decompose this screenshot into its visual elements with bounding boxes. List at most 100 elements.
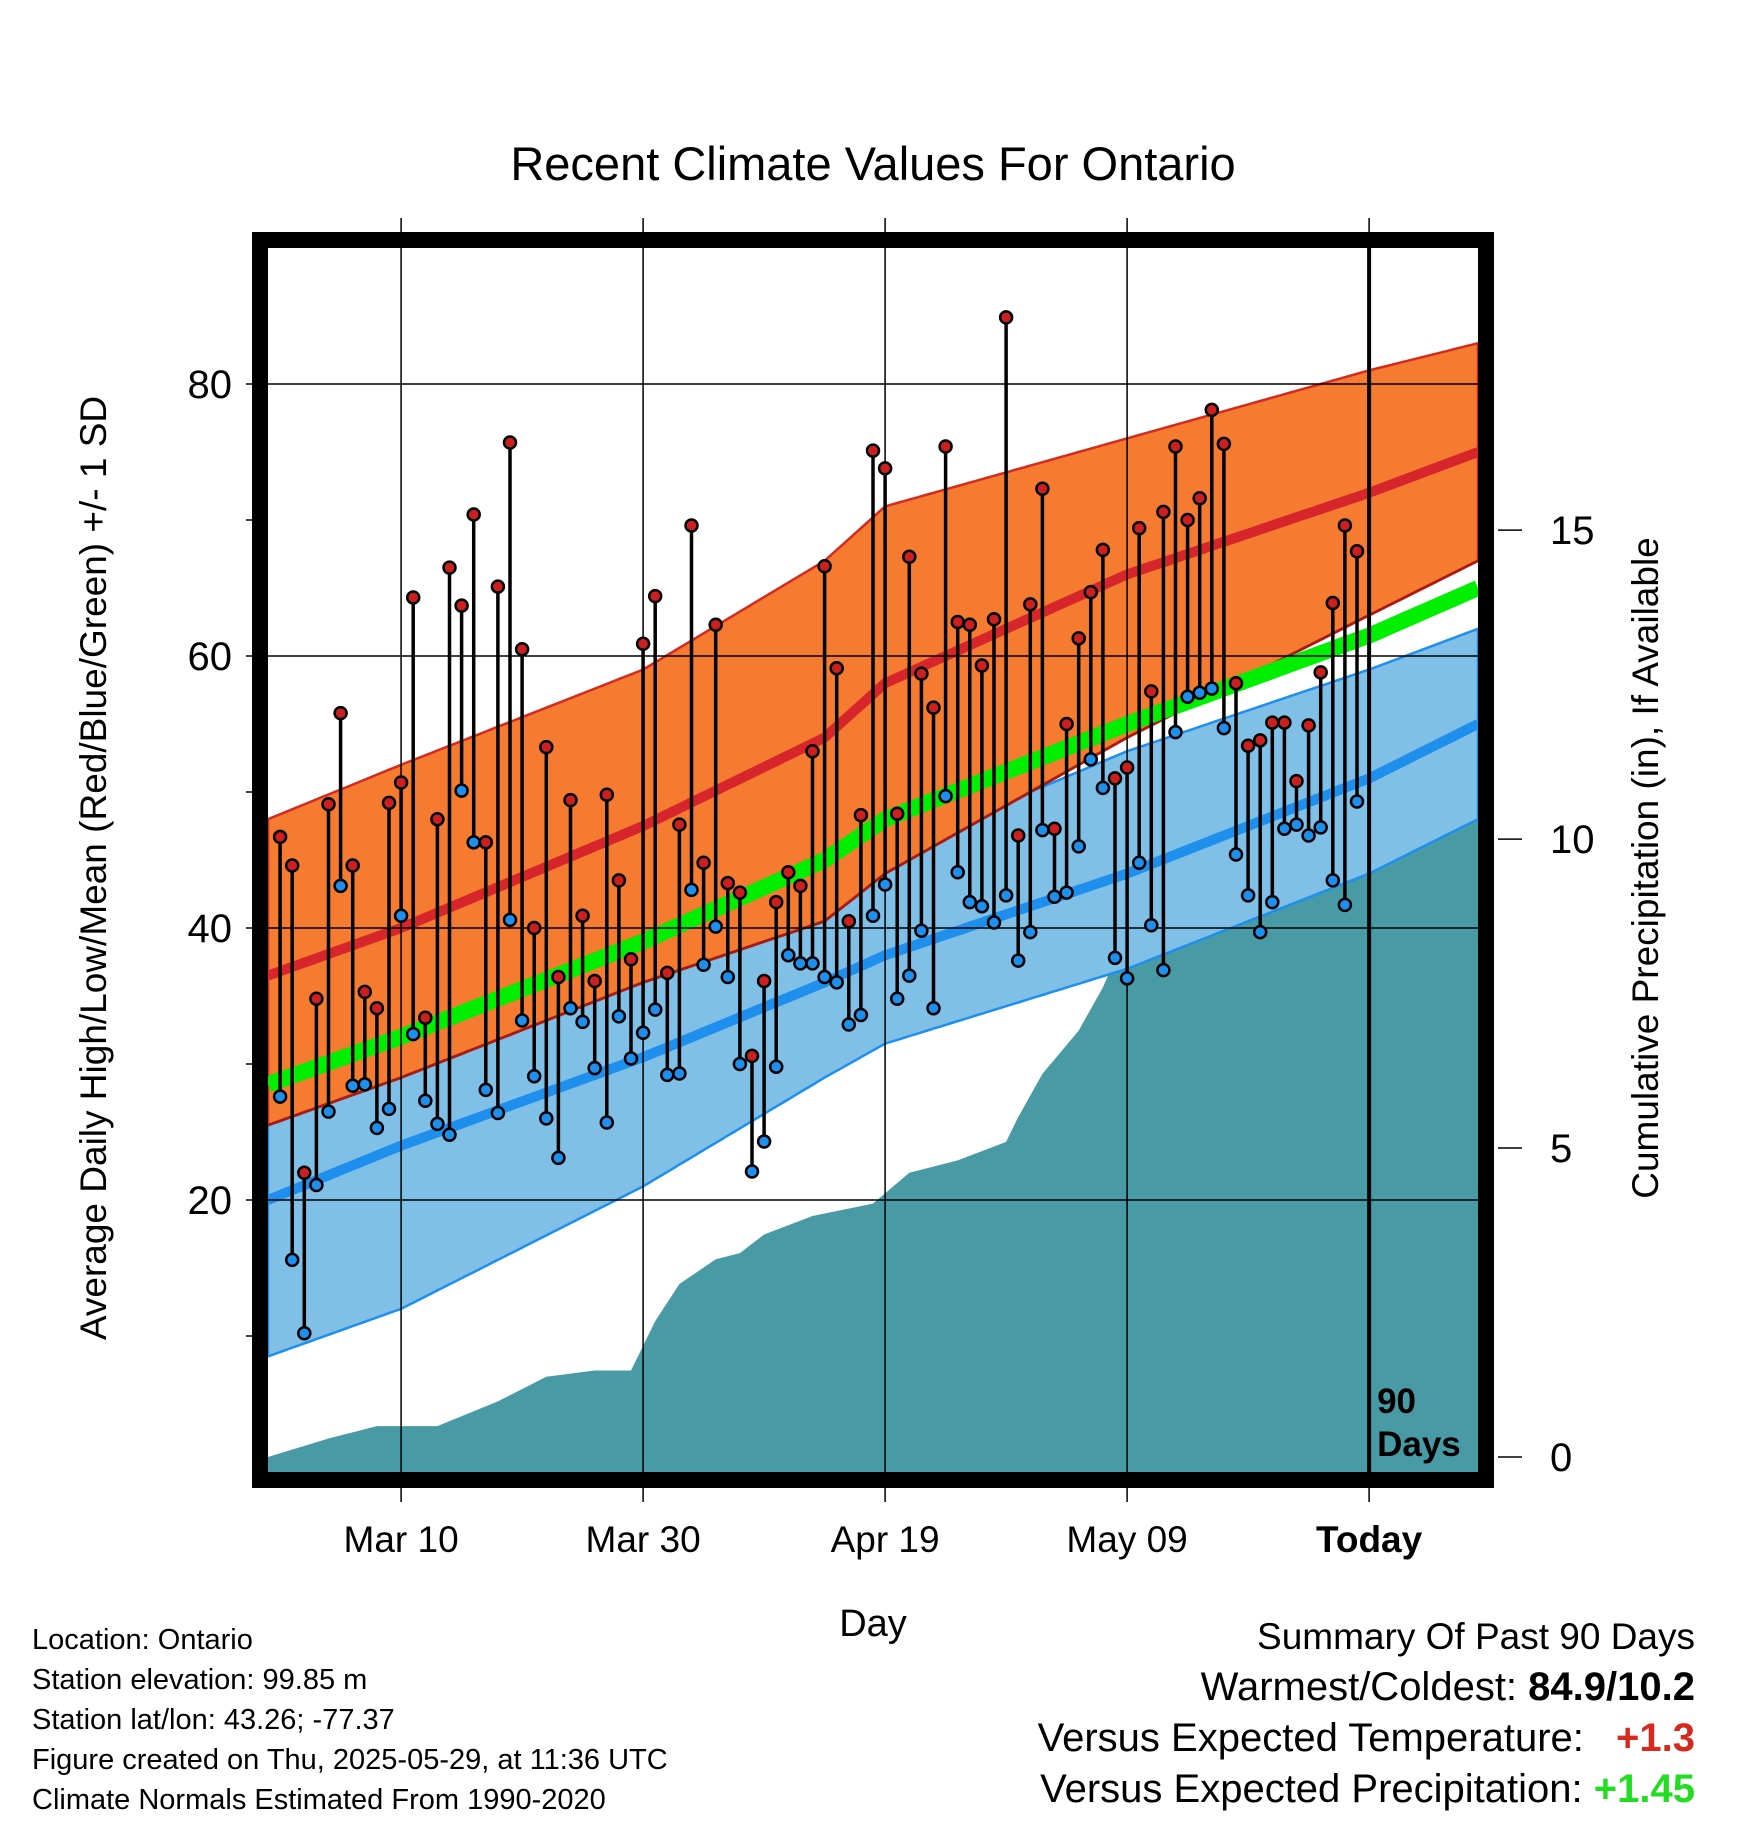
daily-low-point bbox=[405, 1026, 421, 1042]
daily-high-point bbox=[478, 835, 494, 850]
daily-low-point bbox=[635, 1025, 651, 1040]
daily-low-point bbox=[1192, 685, 1207, 700]
daily-high-point bbox=[454, 598, 469, 613]
daily-high-point bbox=[1240, 738, 1256, 754]
daily-high-point bbox=[902, 549, 917, 564]
daily-low-point bbox=[781, 947, 796, 963]
daily-high-point bbox=[841, 913, 857, 929]
daily-low-point bbox=[889, 991, 905, 1006]
daily-low-point bbox=[793, 956, 808, 971]
daily-low-point bbox=[841, 1017, 857, 1032]
daily-high-point bbox=[962, 617, 978, 632]
daily-high-point bbox=[587, 973, 602, 989]
daily-low-point bbox=[962, 894, 978, 910]
x-tick-label: May 09 bbox=[1066, 1519, 1187, 1560]
temp-departure-value: +1.3 bbox=[1616, 1716, 1695, 1760]
daily-low-point bbox=[1156, 962, 1171, 978]
daily-low-point bbox=[478, 1082, 494, 1098]
daily-low-point bbox=[708, 919, 723, 934]
daily-high-point bbox=[333, 705, 348, 721]
daily-low-point bbox=[575, 1014, 590, 1030]
daily-low-point bbox=[660, 1067, 675, 1083]
daily-high-point bbox=[805, 743, 820, 759]
daily-high-point bbox=[1071, 631, 1086, 646]
daily-low-point bbox=[599, 1115, 615, 1130]
daily-high-point bbox=[272, 829, 288, 845]
normal-low-line bbox=[268, 719, 1478, 1205]
daily-high-point bbox=[284, 858, 300, 873]
daily-low-point bbox=[587, 1060, 602, 1076]
daily-high-point bbox=[405, 590, 421, 605]
daily-low-point bbox=[490, 1105, 506, 1121]
daily-high-point bbox=[1095, 542, 1111, 558]
daily-low-point bbox=[865, 908, 881, 924]
daily-high-point bbox=[1349, 544, 1365, 559]
daily-high-point bbox=[309, 991, 324, 1006]
daily-high-point bbox=[1156, 504, 1171, 520]
summary-title: Summary Of Past 90 Days bbox=[1257, 1616, 1695, 1657]
daily-low-point bbox=[732, 1056, 748, 1072]
daily-high-point bbox=[381, 795, 397, 811]
daily-high-point bbox=[696, 855, 711, 870]
daily-high-point bbox=[490, 579, 506, 594]
daily-high-point bbox=[599, 787, 615, 802]
daily-high-point bbox=[369, 1000, 385, 1016]
daily-low-point bbox=[1216, 720, 1232, 736]
daily-low-point bbox=[454, 783, 469, 798]
today-days-label: 90 bbox=[1377, 1382, 1416, 1421]
daily-low-point bbox=[321, 1104, 336, 1119]
x-tick-label: Apr 19 bbox=[831, 1519, 940, 1560]
daily-low-point bbox=[853, 1007, 869, 1023]
daily-low-point bbox=[756, 1134, 772, 1149]
daily-low-point bbox=[272, 1089, 288, 1104]
daily-high-point bbox=[635, 636, 651, 652]
daily-low-point bbox=[1144, 918, 1159, 933]
daily-low-point bbox=[877, 877, 893, 892]
location-text: Location: Ontario bbox=[32, 1624, 253, 1656]
plot-frame bbox=[252, 232, 1494, 1488]
daily-low-point bbox=[914, 923, 929, 938]
warmest-coldest-value: 84.9/10.2 bbox=[1528, 1665, 1695, 1709]
daily-low-point bbox=[744, 1164, 760, 1179]
daily-high-point bbox=[781, 864, 796, 880]
daily-high-point bbox=[1204, 402, 1220, 418]
daily-low-point bbox=[1180, 689, 1195, 705]
daily-high-point bbox=[345, 858, 360, 873]
precip-departure-value: +1.45 bbox=[1593, 1767, 1695, 1811]
daily-low-point bbox=[1252, 924, 1268, 940]
daily-low-point bbox=[1107, 950, 1123, 966]
y-tick-label: 40 bbox=[188, 907, 233, 951]
daily-high-point bbox=[938, 439, 953, 454]
daily-low-point bbox=[1083, 752, 1099, 767]
daily-low-point bbox=[1349, 794, 1365, 809]
daily-high-point bbox=[1059, 716, 1074, 732]
daily-high-point bbox=[539, 739, 554, 755]
elevation-text: Station elevation: 99.85 m bbox=[32, 1664, 368, 1696]
daily-low-point bbox=[829, 975, 844, 990]
daily-high-point bbox=[853, 807, 869, 823]
daily-high-point bbox=[442, 560, 457, 575]
daily-high-point bbox=[950, 614, 965, 630]
daily-high-point bbox=[393, 775, 409, 790]
warmest-coldest-label: Warmest/Coldest: bbox=[1200, 1665, 1518, 1709]
daily-high-point bbox=[720, 875, 736, 891]
daily-high-point bbox=[768, 894, 784, 910]
y2-tick-label: 5 bbox=[1550, 1127, 1572, 1171]
daily-high-point bbox=[684, 518, 699, 533]
y2-tick-label: 0 bbox=[1550, 1436, 1572, 1480]
daily-high-point bbox=[1047, 821, 1062, 836]
latlon-text: Station lat/lon: 43.26; -77.37 bbox=[32, 1704, 395, 1736]
daily-low-point bbox=[526, 1068, 542, 1084]
daily-high-point bbox=[1023, 597, 1038, 612]
daily-low-point bbox=[357, 1077, 373, 1092]
daily-low-point bbox=[768, 1059, 784, 1074]
daily-high-point bbox=[998, 310, 1014, 325]
daily-low-point bbox=[998, 888, 1014, 903]
daily-low-point bbox=[430, 1116, 445, 1132]
daily-high-point bbox=[1313, 665, 1328, 680]
plot-area: Mar 10 Mar 30 Apr 19 May 09 Today 20 40 60 80 0 5 1… bbox=[188, 218, 1595, 1560]
daily-high-point bbox=[793, 878, 808, 894]
y2-axis-label: Cumulative Precipitation (in), If Availa… bbox=[1625, 537, 1666, 1199]
daily-low-point bbox=[297, 1326, 312, 1341]
